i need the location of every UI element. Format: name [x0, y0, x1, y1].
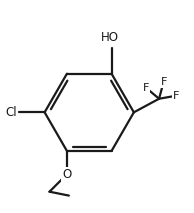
Text: HO: HO	[101, 31, 119, 44]
Text: F: F	[143, 82, 149, 92]
Text: F: F	[173, 91, 179, 101]
Text: F: F	[160, 77, 167, 87]
Text: O: O	[62, 168, 72, 181]
Text: Cl: Cl	[6, 106, 17, 119]
